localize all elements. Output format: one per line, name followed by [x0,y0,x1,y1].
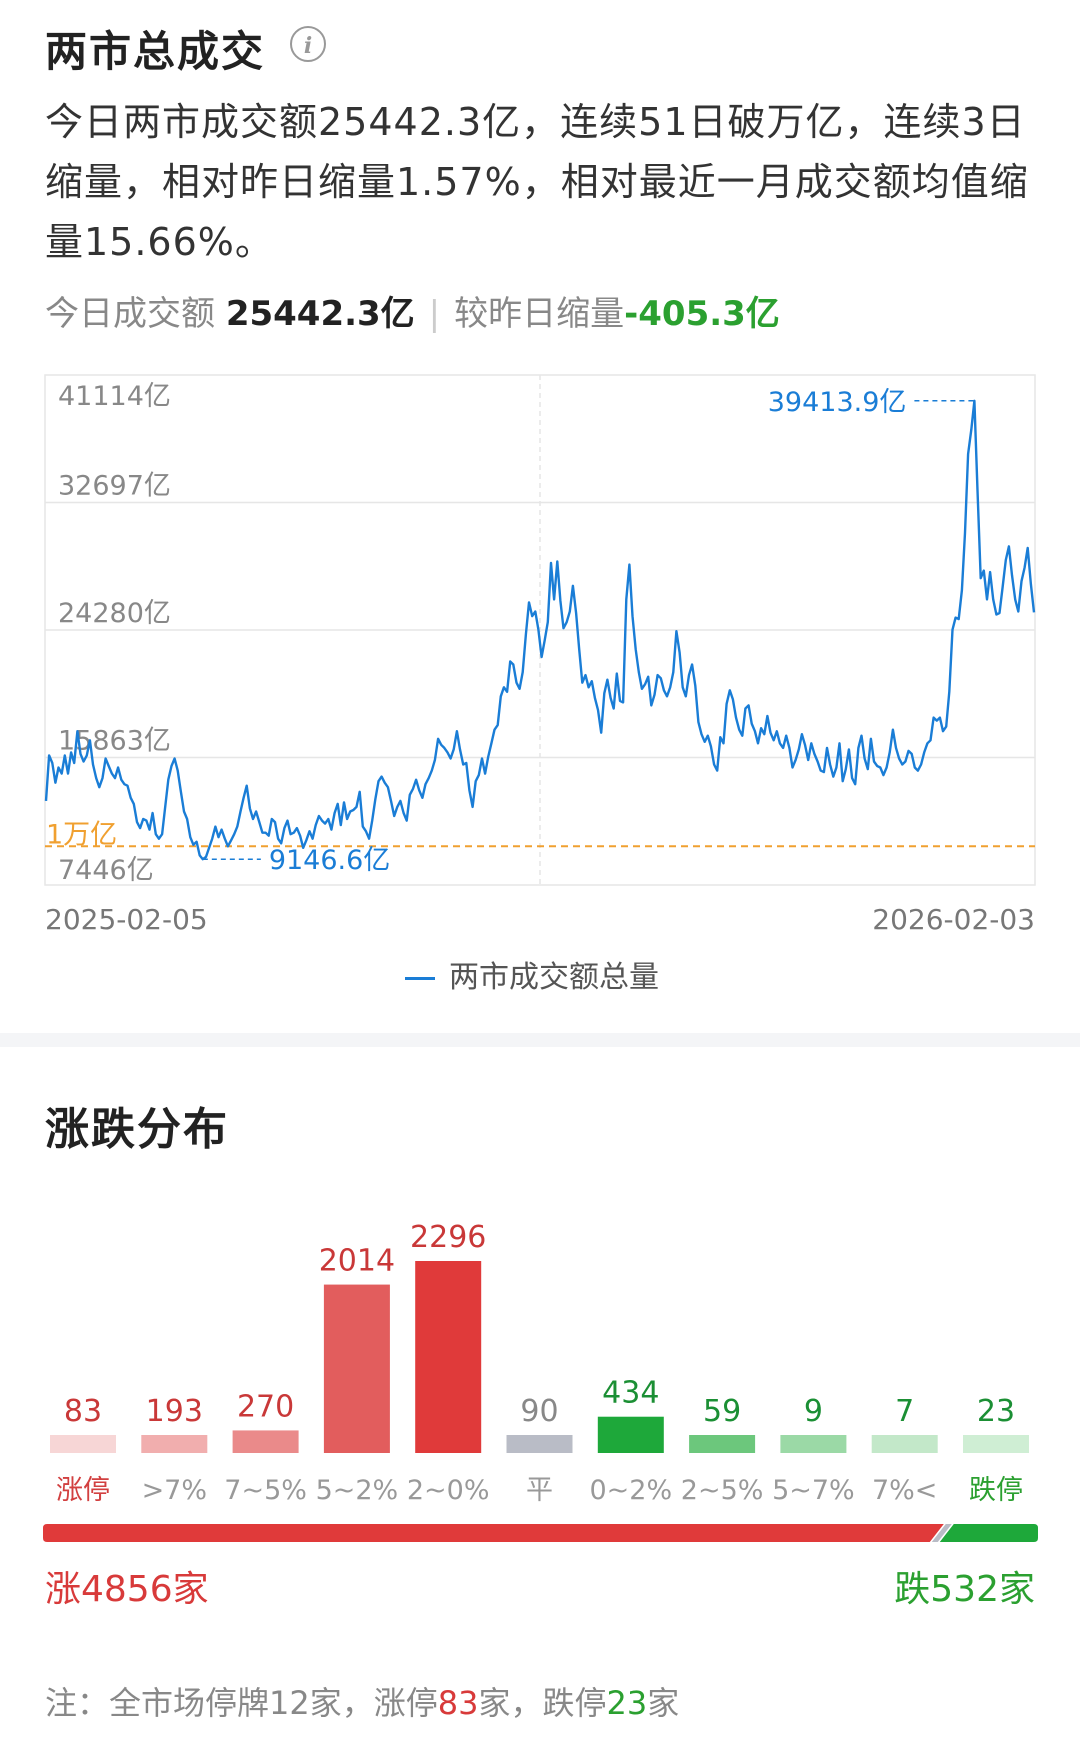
category-label: 7~5% [224,1475,307,1506]
change-label: 较昨日缩量 [454,294,625,334]
series-line-turnover [44,399,1036,861]
bar-value-label: 193 [146,1394,203,1429]
footnote: 注：全市场停牌12家，涨停83家，跌停23家 [45,1678,679,1724]
legend-label: 两市成交额总量 [449,960,659,995]
category-label: 涨停 [56,1475,110,1506]
section-title: 涨跌分布 [45,1104,229,1155]
up-total-count: 涨4856家 [45,1569,209,1610]
bar-4 [415,1261,482,1453]
bar-10 [963,1435,1029,1453]
down-share-bar [939,1524,1038,1542]
bar-9 [871,1435,938,1453]
bar-0 [50,1435,116,1453]
bar-2 [232,1430,299,1453]
legend-line-swatch [405,977,435,980]
bar-value-label: 2014 [319,1244,395,1279]
category-label: 5~2% [316,1475,399,1506]
bar-value-label: 270 [237,1389,294,1424]
change-value: -405.3亿 [624,294,780,334]
note-up-limit: 83 [437,1684,479,1722]
reference-line-label: 1万亿 [46,819,117,850]
bar-value-label: 59 [703,1394,741,1429]
down-total-count: 跌532家 [894,1569,1035,1610]
bar-value-label: 7 [895,1394,914,1429]
y-tick-label: 7446亿 [58,855,154,886]
bar-value-label: 434 [602,1376,659,1411]
bar-1 [141,1435,208,1453]
bar-3 [323,1284,390,1453]
category-label: 7%< [872,1475,937,1506]
bar-value-label: 23 [977,1394,1015,1429]
page-title: 两市总成交 [45,27,266,76]
x-label-start: 2025-02-05 [45,903,208,936]
min-value-label: 9146.6亿 [269,845,390,876]
turnover-stats: 今日成交额 25442.3亿 | 较昨日缩量-405.3亿 [45,286,780,335]
category-label: 2~0% [407,1475,490,1506]
section-divider [0,1033,1080,1047]
y-tick-label: 32697亿 [58,471,171,502]
note-prefix: 注：全市场停牌12家，涨停 [45,1684,438,1722]
up-share-bar [43,1524,944,1542]
info-icon[interactable]: i [290,26,326,62]
stats-divider: | [428,294,441,334]
bar-5 [506,1435,573,1453]
category-label: 跌停 [969,1475,1023,1506]
bar-7 [689,1435,756,1453]
category-label: 2~5% [681,1475,764,1506]
today-value: 25442.3亿 [225,294,415,334]
today-label: 今日成交额 [45,294,215,334]
category-label: 0~2% [589,1475,672,1506]
note-suffix: 家 [647,1684,680,1722]
x-label-end: 2026-02-03 [872,903,1035,936]
bar-value-label: 2296 [410,1220,486,1255]
bar-6 [597,1416,664,1453]
distribution-bar-chart[interactable]: 83 涨停 193 >7% 270 7~5% 2014 5~2% 2296 2~0% 90 平 434 0… [0,1180,1080,1530]
turnover-line-chart[interactable]: 41114亿32697亿24280亿15863亿7446亿1万亿39413.9亿… [0,370,1080,900]
bar-value-label: 83 [64,1394,102,1429]
category-label: 平 [526,1475,553,1506]
bar-value-label: 9 [804,1394,823,1429]
category-label: >7% [142,1475,207,1506]
max-value-label: 39413.9亿 [768,387,907,418]
note-mid: 家，跌停 [478,1684,607,1722]
chart-legend[interactable]: 两市成交额总量 [405,952,659,996]
bar-8 [780,1435,847,1453]
y-tick-label: 24280亿 [58,598,171,629]
flat-share-bar [931,1524,952,1542]
summary-text: 今日两市成交额25442.3亿，连续51日破万亿，连续3日缩量，相对昨日缩量1.… [45,100,1029,264]
y-tick-label: 41114亿 [58,381,171,412]
up-down-ratio-bar [43,1524,1038,1542]
bar-value-label: 90 [520,1394,558,1429]
category-label: 5~7% [772,1475,855,1506]
note-down-limit: 23 [606,1684,648,1722]
